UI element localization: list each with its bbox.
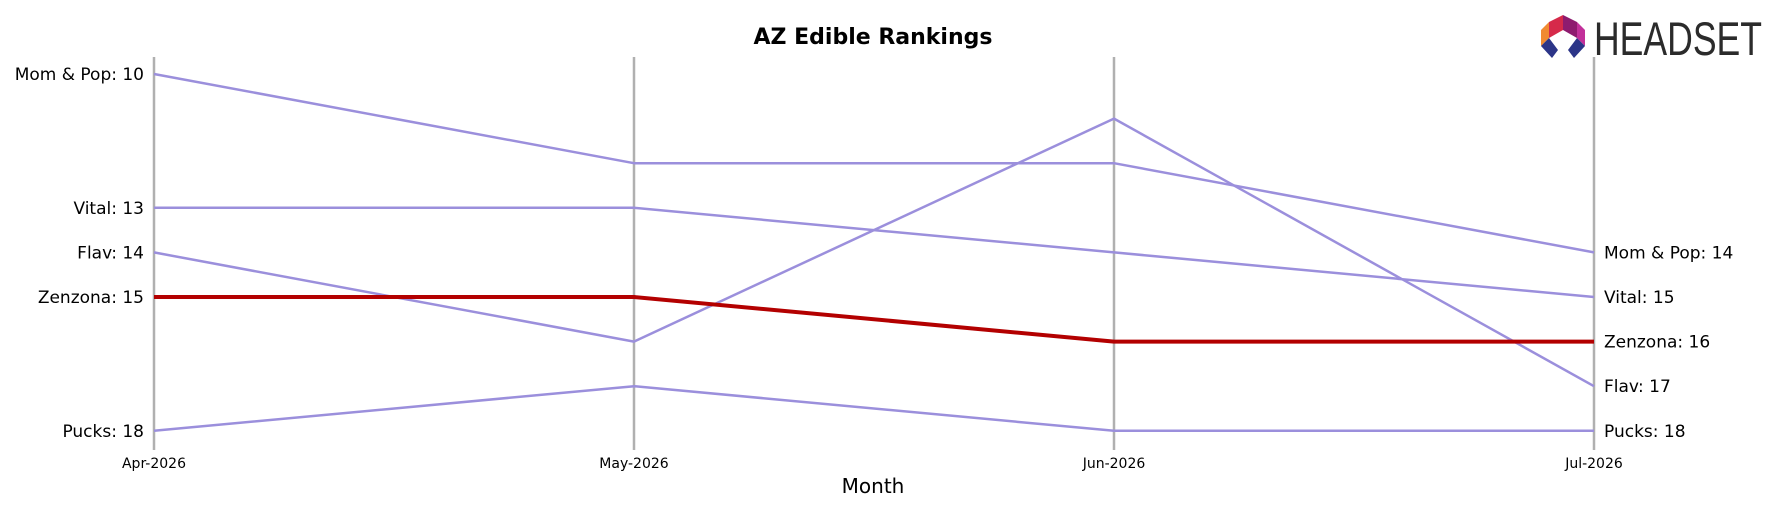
- x-tick-label: May-2026: [599, 456, 668, 472]
- headset-logo: HEADSET: [1541, 12, 1762, 65]
- x-tick-label: Jul-2026: [1564, 456, 1623, 472]
- left-label-mom-pop: Mom & Pop: 10: [15, 65, 144, 85]
- right-label-flav: Flav: 17: [1604, 377, 1671, 397]
- x-tick-label: Jun-2026: [1082, 456, 1146, 472]
- right-label-pucks: Pucks: 18: [1604, 422, 1686, 442]
- right-label-vital: Vital: 15: [1604, 288, 1675, 308]
- gridlines: [152, 57, 1596, 450]
- end-labels: Mom & Pop: 10 Vital: 13 Flav: 14 Zenzona: 1…: [15, 65, 1734, 442]
- x-ticks: Apr-2026 May-2026 Jun-2026 Jul-2026: [122, 456, 1623, 472]
- left-label-flav: Flav: 14: [77, 243, 144, 263]
- series-line-flav: [153, 117, 1595, 388]
- series-line-pucks: [153, 384, 1594, 433]
- series-line-mom-pop: [153, 72, 1595, 254]
- right-label-mom-pop: Mom & Pop: 14: [1604, 243, 1733, 263]
- chart-title: AZ Edible Rankings: [754, 25, 993, 50]
- left-label-pucks: Pucks: 18: [62, 422, 144, 442]
- headset-logo-icon: [1541, 15, 1585, 58]
- right-label-zenzona: Zenzona: 16: [1604, 333, 1710, 353]
- x-tick-label: Apr-2026: [122, 456, 186, 472]
- left-label-vital: Vital: 13: [73, 199, 144, 219]
- logo-wordmark: HEADSET: [1594, 12, 1762, 65]
- series-line-vital: [154, 206, 1595, 299]
- x-axis-label: Month: [842, 474, 905, 498]
- series-line-zenzona: [154, 295, 1594, 344]
- series-lines: [153, 72, 1595, 433]
- left-label-zenzona: Zenzona: 15: [38, 288, 144, 308]
